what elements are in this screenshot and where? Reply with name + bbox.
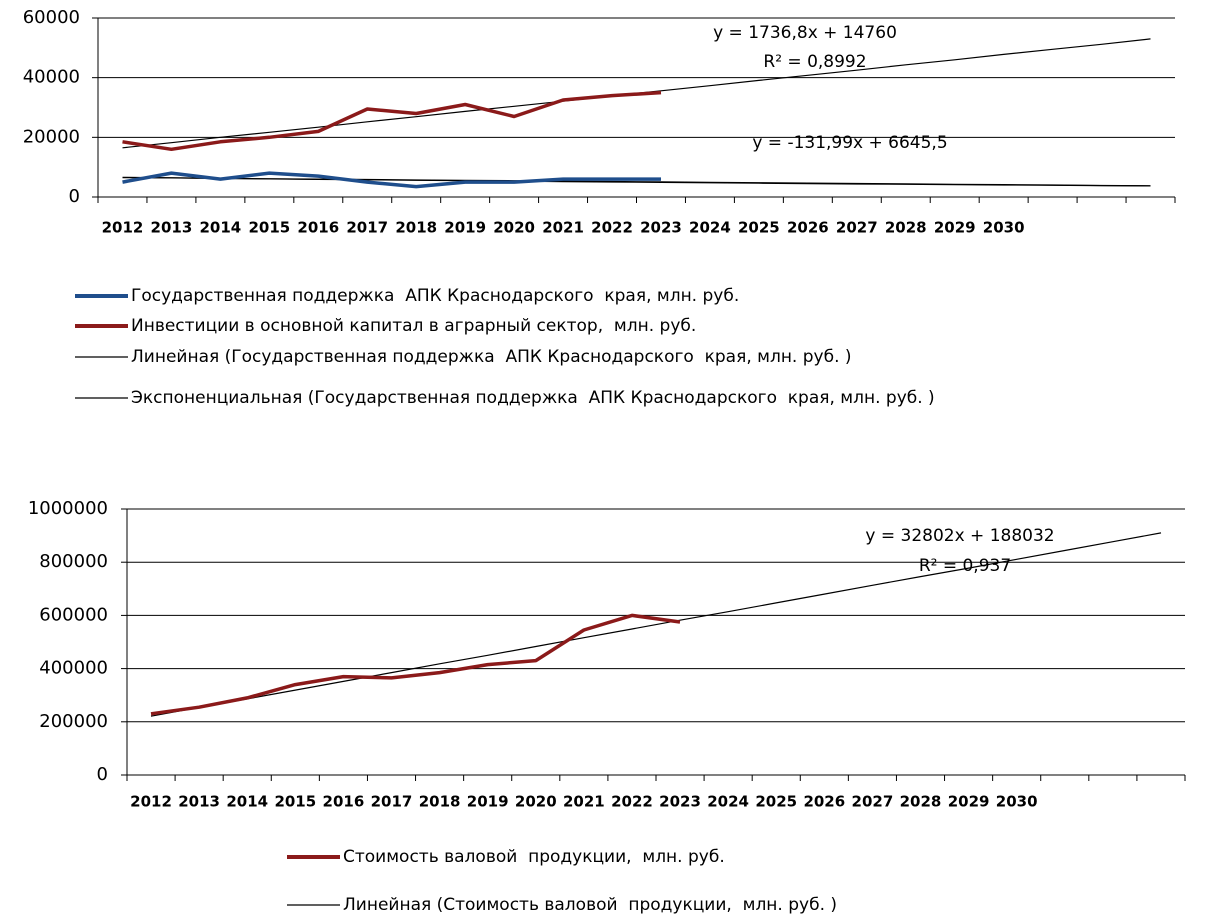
annotation: R² = 0,937 [919, 556, 1011, 576]
y-tick-label: 400000 [39, 658, 108, 679]
x-tick-label: 2029 [948, 793, 990, 811]
x-tick-label: 2015 [248, 219, 290, 237]
y-tick-label: 40000 [23, 67, 80, 88]
x-tick-label: 2022 [611, 793, 653, 811]
y-tick-label: 200000 [39, 711, 108, 732]
x-tick-label: 2026 [803, 793, 845, 811]
x-tick-label: 2023 [640, 219, 682, 237]
legend-label: Линейная (Государственная поддержка АПК … [131, 347, 852, 367]
x-tick-label: 2015 [274, 793, 316, 811]
legend-label: Государственная поддержка АПК Краснодарс… [131, 286, 739, 306]
x-tick-label: 2029 [934, 219, 976, 237]
x-tick-label: 2021 [563, 793, 605, 811]
x-tick-label: 2025 [738, 219, 780, 237]
x-tick-label: 2017 [371, 793, 413, 811]
y-tick-label: 60000 [23, 7, 80, 28]
trend-line [150, 532, 1162, 717]
x-tick-label: 2024 [689, 219, 731, 237]
x-tick-label: 2013 [151, 219, 193, 237]
annotation: y = -131,99x + 6645,5 [752, 133, 947, 153]
x-tick-label: 2014 [200, 219, 242, 237]
x-tick-label: 2020 [515, 793, 557, 811]
y-tick-label: 0 [97, 764, 108, 785]
x-tick-label: 2018 [395, 219, 437, 237]
y-tick-label: 20000 [23, 126, 80, 147]
y-tick-label: 600000 [39, 604, 108, 625]
annotation: R² = 0,8992 [763, 52, 866, 72]
trend-line [122, 176, 1151, 187]
x-tick-label: 2024 [707, 793, 749, 811]
x-tick-label: 2012 [130, 793, 172, 811]
annotation: y = 1736,8x + 14760 [713, 23, 897, 43]
legend-label: Инвестиции в основной капитал в аграрный… [131, 316, 696, 336]
x-tick-label: 2018 [419, 793, 461, 811]
x-tick-label: 2021 [542, 219, 584, 237]
x-tick-label: 2030 [983, 219, 1025, 237]
x-tick-label: 2019 [444, 219, 486, 237]
y-tick-label: 1000000 [28, 498, 108, 519]
x-tick-label: 2026 [787, 219, 829, 237]
x-tick-label: 2027 [852, 793, 894, 811]
legend-label: Линейная (Стоимость валовой продукции, м… [343, 895, 837, 915]
x-tick-label: 2012 [102, 219, 144, 237]
x-tick-label: 2025 [755, 793, 797, 811]
data-line [122, 171, 661, 189]
x-tick-label: 2013 [178, 793, 220, 811]
x-tick-label: 2028 [885, 219, 927, 237]
annotation: y = 32802x + 188032 [865, 526, 1054, 546]
x-tick-label: 2019 [467, 793, 509, 811]
legend-label: Экспоненциальная (Государственная поддер… [131, 388, 935, 408]
x-tick-label: 2023 [659, 793, 701, 811]
x-tick-label: 2027 [836, 219, 878, 237]
x-tick-label: 2028 [900, 793, 942, 811]
x-tick-label: 2022 [591, 219, 633, 237]
x-tick-label: 2016 [323, 793, 365, 811]
x-tick-label: 2017 [346, 219, 388, 237]
data-line [150, 613, 681, 716]
y-tick-label: 800000 [39, 551, 108, 572]
x-tick-label: 2016 [297, 219, 339, 237]
x-tick-label: 2030 [996, 793, 1038, 811]
x-tick-label: 2020 [493, 219, 535, 237]
x-tick-label: 2014 [226, 793, 268, 811]
y-tick-label: 0 [69, 186, 80, 207]
legend-label: Стоимость валовой продукции, млн. руб. [343, 847, 725, 867]
data-line [122, 90, 662, 152]
